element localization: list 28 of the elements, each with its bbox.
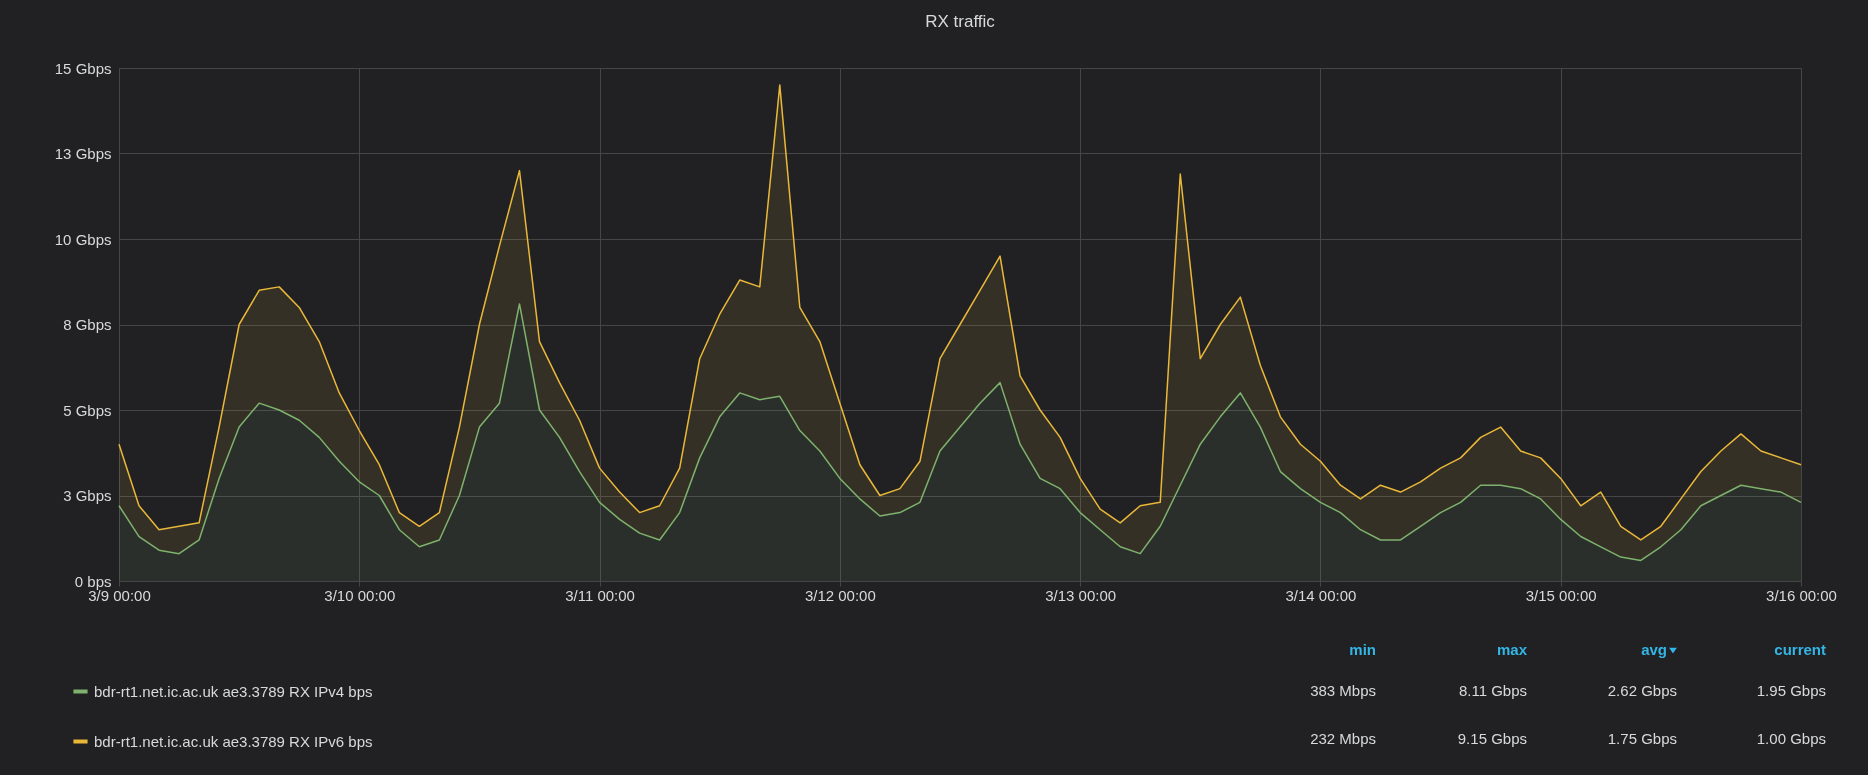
y-tick-label: 13 Gbps <box>54 145 112 162</box>
text: 1.75 Gbps <box>1607 729 1677 747</box>
text: current <box>1774 640 1826 658</box>
x-tick-label: 3/11 00:00 <box>565 586 635 604</box>
text: 1.95 Gbps <box>1756 681 1826 699</box>
text: 9.15 Gbps <box>1457 729 1527 747</box>
y-tick-label: 5 Gbps <box>63 401 112 419</box>
text: 1.00 Gbps <box>1756 729 1826 747</box>
x-tick-label: 3/12 00:00 <box>804 586 876 604</box>
legend-label: bdr-rt1.net.ic.ac.uk ae3.3789 RX IPv6 bps <box>94 732 373 750</box>
text: min <box>1349 640 1376 658</box>
y-tick-label: 8 Gbps <box>63 316 112 333</box>
legend-label: bdr-rt1.net.ic.ac.uk ae3.3789 RX IPv4 bps <box>94 682 373 700</box>
text: avg <box>1641 640 1668 658</box>
y-tick-label: 15 Gbps <box>54 59 112 77</box>
text: 2.62 Gbps <box>1607 681 1677 699</box>
x-tick-label: 3/15 00:00 <box>1525 586 1597 604</box>
x-tick-label: 3/10 00:00 <box>324 586 396 604</box>
text: 383 Mbps <box>1310 681 1376 699</box>
text: max <box>1496 640 1527 658</box>
x-tick-label: 3/16 00:00 <box>1766 586 1837 604</box>
y-tick-label: 10 Gbps <box>54 230 112 248</box>
x-tick-label: 3/14 00:00 <box>1285 586 1357 604</box>
x-tick-label: 3/13 00:00 <box>1045 586 1117 604</box>
text: 232 Mbps <box>1310 729 1376 747</box>
text: 8.11 Gbps <box>1458 681 1527 699</box>
y-tick-label: 3 Gbps <box>63 487 112 504</box>
chart-title: RX traffic <box>925 12 996 31</box>
